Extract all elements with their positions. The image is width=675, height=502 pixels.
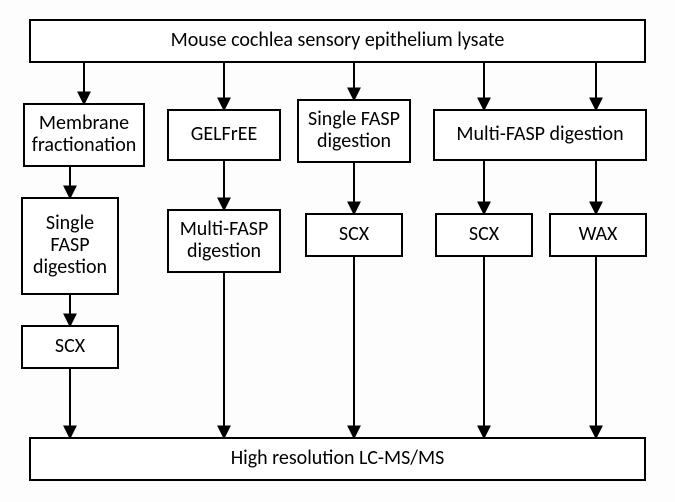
node-label-mfasp_wax-0: WAX [579,222,618,246]
node-mfasp: Multi-FASP digestion [434,110,646,160]
node-sink: High resolution LC-MS/MS [30,438,645,480]
node-label-gel_mfasp-0: Multi-FASP [180,217,269,241]
node-sfasp_scx: SCX [306,214,402,256]
node-label-mfasp-0: Multi-FASP digestion [456,122,623,146]
node-memb_scx: SCX [22,326,118,368]
node-label-memb_sfasp-0: Single [46,211,94,235]
node-sfasp: Single FASPdigestion [298,100,410,162]
node-memb_sfasp: SingleFASPdigestion [22,198,118,294]
node-label-sfasp-1: digestion [317,129,391,153]
node-label-sink-0: High resolution LC-MS/MS [231,446,445,470]
node-label-memb_scx-0: SCX [55,334,86,358]
node-label-sfasp-0: Single FASP [308,107,400,131]
node-label-memb-1: fractionation [32,133,137,157]
node-src: Mouse cochlea sensory epithelium lysate [30,20,645,62]
node-label-gel-0: GELFrEE [191,122,257,146]
node-label-src-0: Mouse cochlea sensory epithelium lysate [171,28,505,52]
node-label-memb_sfasp-1: FASP [50,233,89,257]
node-label-gel_mfasp-1: digestion [187,239,261,263]
node-gel: GELFrEE [168,110,280,160]
node-label-sfasp_scx-0: SCX [339,222,370,246]
node-memb: Membranefractionation [24,104,144,166]
node-mfasp_wax: WAX [550,214,646,256]
node-gel_mfasp: Multi-FASPdigestion [168,210,280,272]
node-label-memb-0: Membrane [39,111,129,135]
nodes-layer: Mouse cochlea sensory epithelium lysate M… [22,20,646,480]
node-label-memb_sfasp-2: digestion [33,255,107,279]
flowchart: Mouse cochlea sensory epithelium lysate M… [0,0,675,502]
node-mfasp_scx: SCX [436,214,532,256]
node-label-mfasp_scx-0: SCX [469,222,500,246]
